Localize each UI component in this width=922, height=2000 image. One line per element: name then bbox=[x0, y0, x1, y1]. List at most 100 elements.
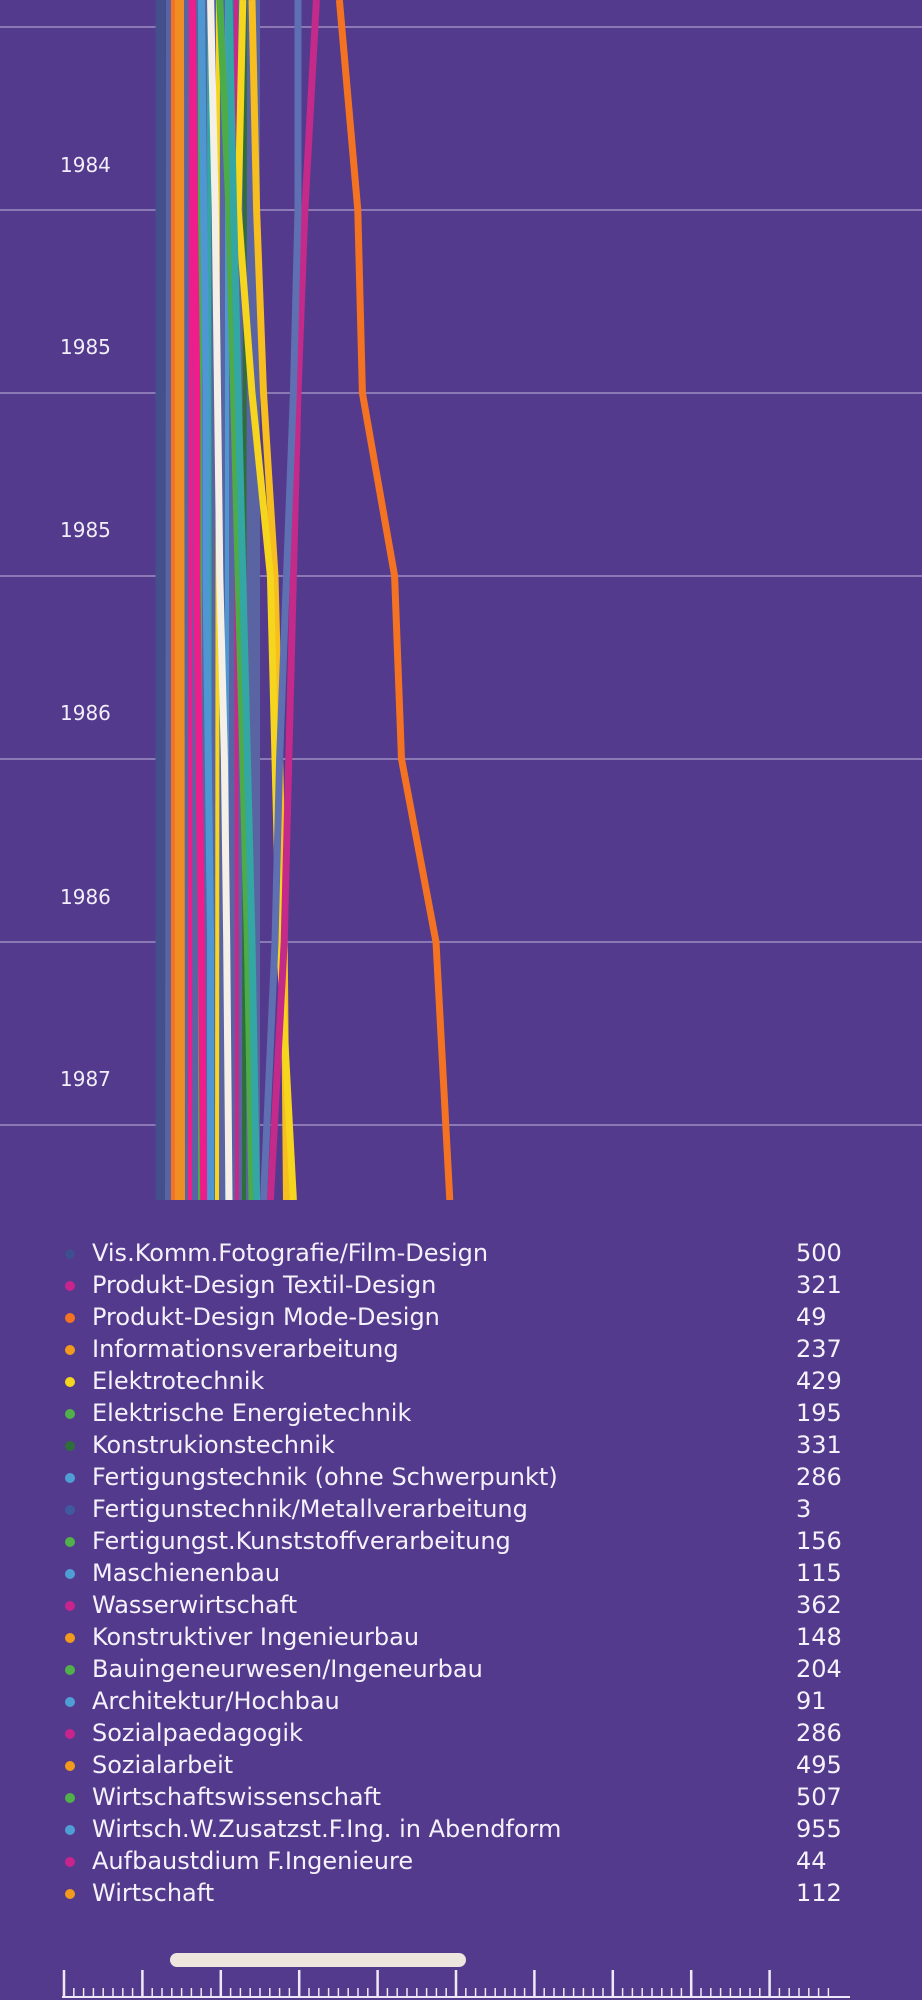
series-line bbox=[207, 0, 233, 1200]
legend-dot-icon bbox=[65, 1889, 75, 1899]
legend-item[interactable]: Sozialarbeit 495 bbox=[58, 1749, 858, 1781]
y-tick-label: 1986 bbox=[60, 885, 111, 909]
series-line bbox=[234, 0, 297, 1200]
legend-value: 44 bbox=[796, 1847, 827, 1875]
legend-value: 148 bbox=[796, 1623, 842, 1651]
time-ruler[interactable] bbox=[0, 1966, 922, 2000]
series-band-line bbox=[188, 0, 193, 1200]
legend-dot-icon bbox=[65, 1345, 75, 1355]
legend-label: Wasserwirtschaft bbox=[92, 1591, 298, 1619]
series-line bbox=[260, 0, 302, 1200]
legend-dot-icon bbox=[65, 1441, 75, 1451]
legend-label: Wirtsch.W.Zusatzst.F.Ing. in Abendform bbox=[92, 1815, 562, 1843]
legend-value: 286 bbox=[796, 1463, 842, 1491]
legend-value: 115 bbox=[796, 1559, 842, 1587]
legend-item[interactable]: Produkt-Design Textil-Design 321 bbox=[58, 1269, 858, 1301]
y-tick-label: 1987 bbox=[60, 1067, 111, 1091]
legend-value: 362 bbox=[796, 1591, 842, 1619]
legend-dot-icon bbox=[65, 1377, 75, 1387]
series-line bbox=[335, 0, 454, 1200]
legend-item[interactable]: Wirtschaftswissenschaft 507 bbox=[58, 1781, 858, 1813]
legend-item[interactable]: Elektrische Energietechnik 195 bbox=[58, 1397, 858, 1429]
legend-label: Sozialpaedagogik bbox=[92, 1719, 303, 1747]
legend-label: Architektur/Hochbau bbox=[92, 1687, 340, 1715]
legend: Vis.Komm.Fotografie/Film-Design 500 Produk… bbox=[58, 1237, 858, 1909]
legend-item[interactable]: Wirtsch.W.Zusatzst.F.Ing. in Abendform 95… bbox=[58, 1813, 858, 1845]
legend-value: 321 bbox=[796, 1271, 842, 1299]
legend-value: 495 bbox=[796, 1751, 842, 1779]
legend-dot-icon bbox=[65, 1697, 75, 1707]
legend-dot-icon bbox=[65, 1825, 75, 1835]
legend-value: 156 bbox=[796, 1527, 842, 1555]
legend-item[interactable]: Maschienenbau 115 bbox=[58, 1557, 858, 1589]
series-line bbox=[188, 0, 208, 1200]
legend-value: 204 bbox=[796, 1655, 842, 1683]
legend-dot-icon bbox=[65, 1729, 75, 1739]
legend-item[interactable]: Fertigungstechnik (ohne Schwerpunkt) 286 bbox=[58, 1461, 858, 1493]
legend-dot-icon bbox=[65, 1601, 75, 1611]
legend-item[interactable]: Wasserwirtschaft 362 bbox=[58, 1589, 858, 1621]
legend-item[interactable]: Vis.Komm.Fotografie/Film-Design 500 bbox=[58, 1237, 858, 1269]
legend-value: 955 bbox=[796, 1815, 842, 1843]
legend-value: 237 bbox=[796, 1335, 842, 1363]
legend-dot-icon bbox=[65, 1793, 75, 1803]
series-line bbox=[225, 0, 261, 1200]
legend-item[interactable]: Architektur/Hochbau 91 bbox=[58, 1685, 858, 1717]
legend-label: Wirtschaftswissenschaft bbox=[92, 1783, 382, 1811]
series-band-line bbox=[180, 0, 185, 1200]
legend-label: Produkt-Design Textil-Design bbox=[92, 1271, 437, 1299]
legend-label: Konstrukionstechnik bbox=[92, 1431, 335, 1459]
legend-value: 3 bbox=[796, 1495, 812, 1523]
legend-item[interactable]: Konstrukionstechnik 331 bbox=[58, 1429, 858, 1461]
legend-label: Bauingeneurwesen/Ingeneurbau bbox=[92, 1655, 483, 1683]
legend-dot-icon bbox=[65, 1313, 75, 1323]
legend-item[interactable]: Elektrotechnik 429 bbox=[58, 1365, 858, 1397]
legend-dot-icon bbox=[65, 1857, 75, 1867]
legend-item[interactable]: Wirtschaft 112 bbox=[58, 1877, 858, 1909]
legend-label: Fertigungst.Kunststoffverarbeitung bbox=[92, 1527, 511, 1555]
legend-dot-icon bbox=[65, 1537, 75, 1547]
legend-dot-icon bbox=[65, 1569, 75, 1579]
series-line bbox=[266, 0, 320, 1200]
legend-dot-icon bbox=[65, 1505, 75, 1515]
y-tick-label: 1985 bbox=[60, 335, 111, 359]
series-line bbox=[197, 0, 215, 1200]
legend-value: 91 bbox=[796, 1687, 827, 1715]
legend-dot-icon bbox=[65, 1281, 75, 1291]
legend-item[interactable]: Sozialpaedagogik 286 bbox=[58, 1717, 858, 1749]
legend-item[interactable]: Aufbaustdium F.Ingenieure 44 bbox=[58, 1845, 858, 1877]
legend-item[interactable]: Bauingeneurwesen/Ingeneurbau 204 bbox=[58, 1653, 858, 1685]
legend-label: Fertigunstechnik/Metallverarbeitung bbox=[92, 1495, 528, 1523]
legend-label: Fertigungstechnik (ohne Schwerpunkt) bbox=[92, 1463, 558, 1491]
legend-dot-icon bbox=[65, 1409, 75, 1419]
legend-label: Maschienenbau bbox=[92, 1559, 281, 1587]
legend-label: Informationsverarbeitung bbox=[92, 1335, 399, 1363]
legend-dot-icon bbox=[65, 1473, 75, 1483]
legend-item[interactable]: Konstruktiver Ingenieurbau 148 bbox=[58, 1621, 858, 1653]
legend-item[interactable]: Produkt-Design Mode-Design 49 bbox=[58, 1301, 858, 1333]
legend-value: 195 bbox=[796, 1399, 842, 1427]
legend-value: 112 bbox=[796, 1879, 842, 1907]
chart-area: 1984 1985 1985 1986 1986 1987 bbox=[0, 0, 922, 1200]
legend-value: 429 bbox=[796, 1367, 842, 1395]
legend-value: 49 bbox=[796, 1303, 827, 1331]
legend-value: 331 bbox=[796, 1431, 842, 1459]
y-tick-label: 1984 bbox=[60, 153, 111, 177]
legend-dot-icon bbox=[65, 1761, 75, 1771]
y-tick-label: 1985 bbox=[60, 518, 111, 542]
legend-item[interactable]: Informationsverarbeitung 237 bbox=[58, 1333, 858, 1365]
chart-plot bbox=[0, 0, 922, 1200]
legend-value: 286 bbox=[796, 1719, 842, 1747]
legend-label: Aufbaustdium F.Ingenieure bbox=[92, 1847, 414, 1875]
legend-dot-icon bbox=[65, 1249, 75, 1259]
legend-label: Vis.Komm.Fotografie/Film-Design bbox=[92, 1239, 489, 1267]
legend-item[interactable]: Fertigungst.Kunststoffverarbeitung 156 bbox=[58, 1525, 858, 1557]
legend-label: Sozialarbeit bbox=[92, 1751, 234, 1779]
legend-label: Produkt-Design Mode-Design bbox=[92, 1303, 440, 1331]
legend-value: 500 bbox=[796, 1239, 842, 1267]
legend-label: Elektrische Energietechnik bbox=[92, 1399, 412, 1427]
series-line bbox=[216, 0, 256, 1200]
legend-item[interactable]: Fertigunstechnik/Metallverarbeitung 3 bbox=[58, 1493, 858, 1525]
horizontal-scroll-thumb[interactable] bbox=[170, 1953, 466, 1967]
legend-dot-icon bbox=[65, 1665, 75, 1675]
